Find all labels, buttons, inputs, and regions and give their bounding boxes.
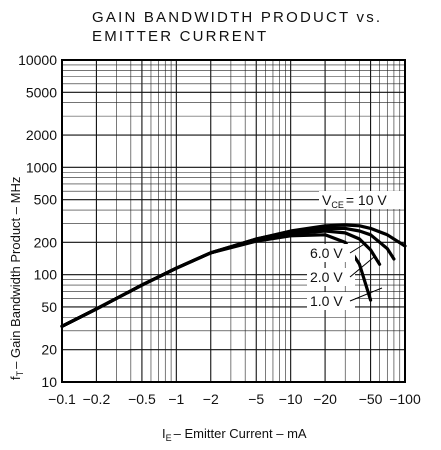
x-tick-label: −0.5 — [128, 391, 156, 407]
x-tick-label: −2 — [203, 391, 219, 407]
plot-frame — [61, 59, 406, 383]
y-tick-label: 50 — [41, 299, 57, 315]
x-tick-label: −1 — [168, 391, 184, 407]
y-tick-label: 10 — [41, 374, 57, 390]
curve-label-2: 6.0 V — [310, 245, 343, 261]
curve-label-bg — [319, 191, 411, 209]
chart-title-line1: GAIN BANDWIDTH PRODUCT vs. — [92, 9, 382, 26]
curves — [60, 223, 407, 328]
y-tick-label: 20 — [41, 342, 57, 358]
curve-label-1: VCE = 10 V — [322, 192, 387, 210]
curve-label-leader — [349, 287, 383, 302]
y-tick-label: 2000 — [26, 127, 57, 143]
x-tick-label: −10 — [279, 391, 303, 407]
y-tick-label: 500 — [34, 192, 58, 208]
curve-label-3: 2.0 V — [310, 269, 343, 285]
x-tick-label: −5 — [248, 391, 264, 407]
y-axis-label: fT– Gain Bandwidth Product – MHz — [8, 177, 25, 380]
x-tick-label: −100 — [389, 391, 421, 407]
curve-label-4: 1.0 V — [310, 293, 343, 309]
curve-labels: VCE = 10 V 6.0 V 2.0 V 1.0 V — [307, 191, 411, 310]
curve-label-bg — [307, 292, 355, 310]
curve-label-bg — [307, 268, 355, 286]
y-tick-label: 1000 — [26, 159, 57, 175]
curve-label-leader — [349, 242, 367, 254]
y-tick-label: 200 — [34, 234, 58, 250]
y-tick-label: 10000 — [18, 52, 57, 68]
x-axis-label: IE – Emitter Current – mA — [162, 426, 307, 443]
grid — [61, 60, 405, 383]
tick-labels: −0.1 −0.2 −0.5 −1 −2 −5 −10 −20 −50 −100 10 20 50 100… — [18, 52, 421, 407]
x-tick-label: −0.1 — [48, 391, 76, 407]
chart-title-line2: EMITTER CURRENT — [92, 28, 268, 45]
x-tick-label: −20 — [313, 391, 337, 407]
x-tick-label: −0.2 — [83, 391, 111, 407]
y-tick-label: 100 — [34, 267, 58, 283]
x-tick-label: −50 — [359, 391, 383, 407]
y-tick-label: 5000 — [26, 84, 57, 100]
curve-label-bg — [307, 244, 355, 262]
curve-label-leader — [349, 256, 375, 278]
